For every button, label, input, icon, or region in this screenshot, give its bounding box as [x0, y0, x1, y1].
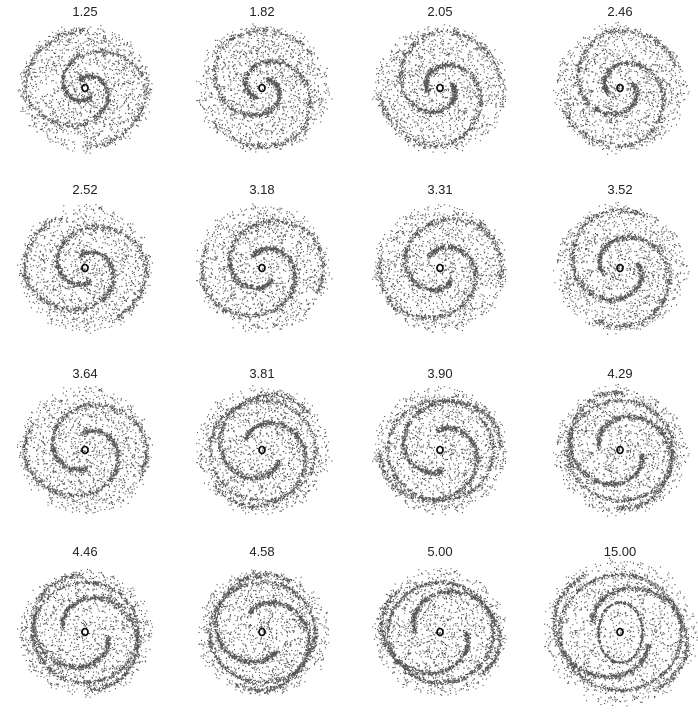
panel-label: 3.90: [427, 366, 452, 381]
panel-label: 3.18: [249, 182, 274, 197]
galaxy-core: [617, 629, 623, 636]
galaxy-core: [82, 85, 88, 92]
panel-label: 3.81: [249, 366, 274, 381]
panel-label: 2.52: [72, 182, 97, 197]
panel-label: 2.46: [607, 4, 632, 19]
panel-label: 5.00: [427, 544, 452, 559]
panel-label: 1.82: [249, 4, 274, 19]
galaxy-particles: [18, 25, 153, 154]
panel-label: 3.64: [72, 366, 97, 381]
panel-label: 3.31: [427, 182, 452, 197]
panel-label: 2.05: [427, 4, 452, 19]
galaxy-particles: [372, 568, 507, 696]
galaxy-particles: [553, 22, 690, 155]
panel-label: 4.46: [72, 544, 97, 559]
panel-label: 3.52: [607, 182, 632, 197]
galaxy-core: [259, 629, 265, 636]
galaxy-particles: [17, 569, 153, 698]
galaxy-core: [82, 265, 88, 272]
panel-label: 15.00: [604, 544, 637, 559]
galaxy-core: [259, 265, 265, 272]
figure: 1.25 1.82 2.05 2.46 2.52 3.18 3.31 3.52 3.64 3.81…: [0, 0, 698, 719]
galaxy-core: [82, 447, 88, 454]
galaxy-core: [259, 85, 265, 92]
galaxy-particles: [17, 204, 153, 334]
galaxy-particles: [372, 24, 507, 153]
panel-label: 4.29: [607, 366, 632, 381]
galaxy-particles: [553, 202, 690, 335]
galaxy-particles: [198, 570, 329, 696]
galaxy-particles: [372, 386, 507, 515]
galaxy-particles: [553, 384, 690, 517]
panel-label: 1.25: [72, 4, 97, 19]
panel-label: 4.58: [249, 544, 274, 559]
galaxy-core: [259, 447, 265, 454]
galaxy-particles: [544, 558, 698, 707]
galaxy-particles: [372, 204, 507, 333]
galaxy-particles: [17, 386, 153, 514]
